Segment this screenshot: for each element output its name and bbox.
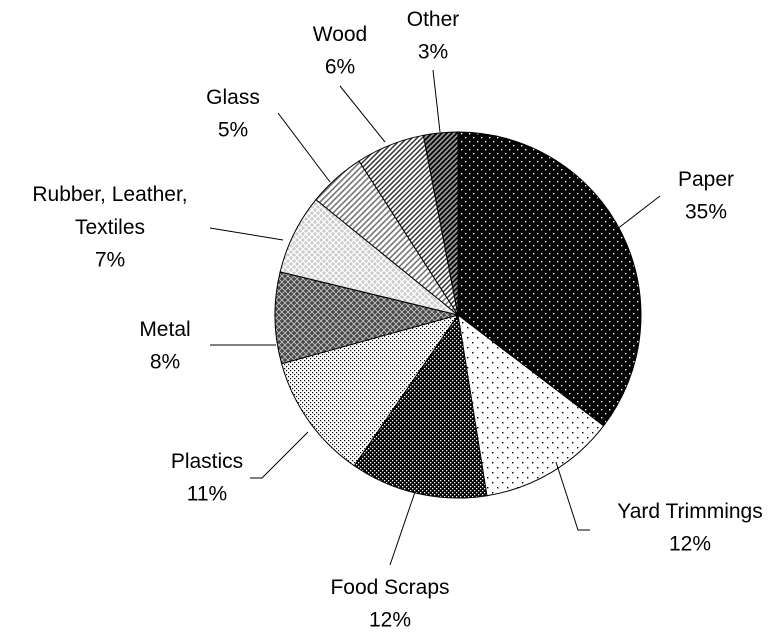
slice-label: Rubber, Leather, Textiles [32,183,187,239]
leader-line [389,491,416,566]
value-label: 7% [95,249,125,272]
value-label: 11% [187,483,227,506]
value-label: 12% [669,533,711,556]
slice-label: Wood [313,23,367,46]
leader-line [250,431,309,479]
label-line: Yard Trimmings [617,500,762,523]
slice-label: Other [407,8,460,31]
label-line: Wood [313,23,367,46]
leader-line [277,112,331,183]
leader-line [209,227,284,241]
slice-label: Glass [206,86,260,109]
value-label: 5% [218,119,248,142]
leader-line [339,85,386,143]
label-line: Paper [678,168,734,191]
value-label: 12% [369,609,411,632]
label-line: Glass [206,86,260,109]
value-label: 35% [685,201,727,224]
pie-slice [353,313,488,499]
value-label: 3% [418,41,448,64]
leader-line [611,195,661,234]
slice-label: Metal [139,318,190,341]
label-line: Food Scraps [330,576,449,599]
label-line: Rubber, Leather, [32,183,187,206]
value-label: 6% [325,56,355,79]
leader-line [432,69,441,133]
slice-label: Yard Trimmings [617,500,762,523]
pie-slice [422,131,459,316]
pie-slice [457,313,605,497]
pie-slice [281,314,460,467]
label-line: Other [407,8,460,31]
slice-label: Paper [678,168,734,191]
value-label: 8% [150,351,180,374]
slice-label: Plastics [171,450,243,473]
label-line: Textiles [75,216,145,239]
label-line: Plastics [171,450,243,473]
slice-label: Food Scraps [330,576,449,599]
label-line: Metal [139,318,190,341]
pie-slice [457,131,642,427]
leader-line [555,461,590,531]
pie-slice [274,271,460,365]
